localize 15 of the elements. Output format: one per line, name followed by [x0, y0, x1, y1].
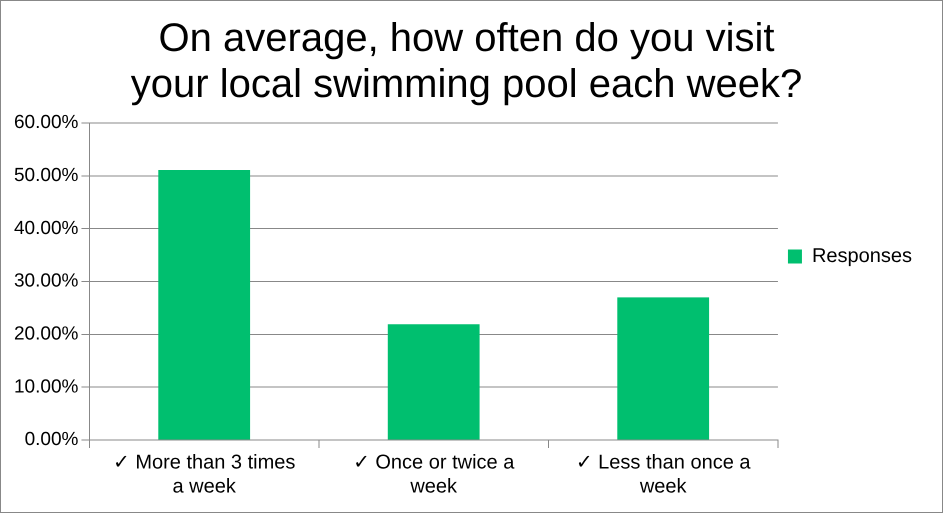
- chart-title: On average, how often do you visit your local swimming pool each week?: [130, 16, 802, 106]
- legend-label: Responses: [812, 245, 912, 268]
- y-tick-label: 30.00%: [14, 270, 79, 292]
- x-tick-label: ✓ More than 3 times a week: [112, 452, 296, 498]
- y-tick-label: 0.00%: [24, 429, 79, 450]
- y-tick-label: 60.00%: [14, 112, 79, 134]
- x-tick-label: ✓ Once or twice a week: [353, 452, 516, 498]
- y-tick-label: 10.00%: [14, 376, 79, 398]
- y-tick-label: 50.00%: [14, 165, 79, 186]
- bar: [158, 170, 250, 440]
- y-tick-label: 40.00%: [14, 218, 79, 239]
- x-tick-label: ✓ Less than once a week: [576, 452, 752, 498]
- bar: [388, 324, 480, 440]
- bar: [617, 297, 710, 440]
- y-tick-label: 20.00%: [14, 324, 79, 345]
